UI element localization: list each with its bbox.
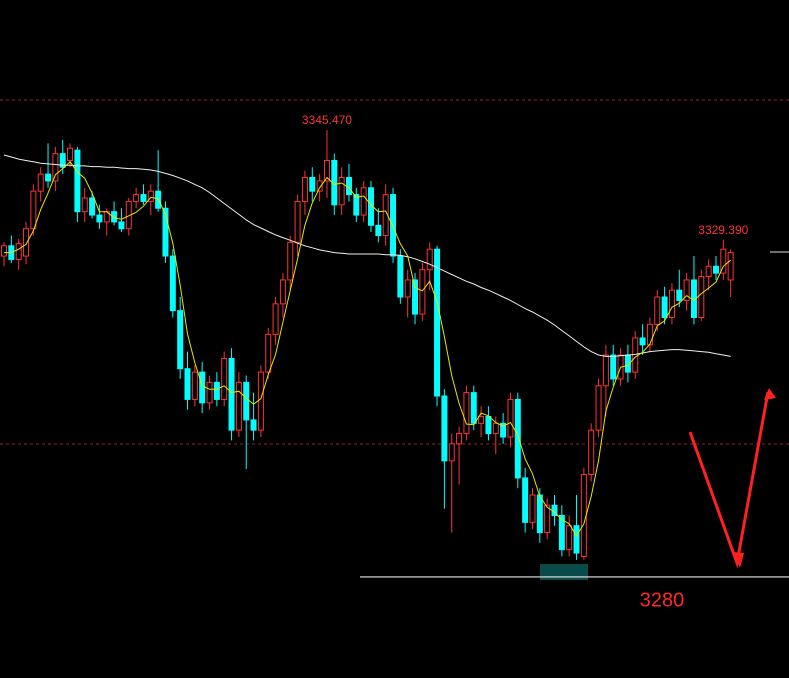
candle-body xyxy=(228,357,235,431)
price-annotation: 3329.390 xyxy=(698,223,748,237)
candle-body xyxy=(390,194,397,257)
candle-body xyxy=(301,177,308,202)
candle-body xyxy=(191,371,198,400)
candle-body xyxy=(323,159,330,182)
candle-body xyxy=(588,429,595,476)
candle-body xyxy=(177,310,184,370)
candle-body xyxy=(169,255,176,312)
candle-body xyxy=(279,279,286,305)
candle-body xyxy=(147,190,154,202)
candle-body xyxy=(507,398,514,438)
candle-body xyxy=(441,395,448,462)
candle-body xyxy=(500,422,507,438)
candle-body xyxy=(23,228,30,257)
candle-body xyxy=(632,337,639,373)
candle-body xyxy=(705,265,712,278)
candle-body xyxy=(668,289,675,318)
candle-body xyxy=(272,303,279,336)
marks: 3345.470 3329.390 xyxy=(1,113,789,578)
candle-body xyxy=(250,419,257,431)
candle-body xyxy=(426,248,433,271)
candle-body xyxy=(140,194,147,202)
candle-body xyxy=(294,200,301,243)
candle-body xyxy=(338,177,345,206)
candle-body xyxy=(661,296,668,318)
candle-body xyxy=(610,354,617,380)
candle-body xyxy=(712,265,719,274)
candle-body xyxy=(221,357,228,400)
candle-body xyxy=(287,241,294,281)
candle-body xyxy=(602,354,609,387)
candle-body xyxy=(15,243,22,260)
candle-body xyxy=(698,276,705,318)
candle-body xyxy=(316,180,323,192)
candle-body xyxy=(67,147,74,161)
candle-body xyxy=(360,187,367,216)
candle-body xyxy=(470,392,477,424)
candle-body xyxy=(463,392,470,435)
candle-body xyxy=(382,194,389,237)
candle-body xyxy=(544,504,551,534)
candle-body xyxy=(522,477,529,523)
moving-average xyxy=(3,154,731,357)
candle-body xyxy=(639,337,646,346)
candle-body xyxy=(257,371,264,431)
candle-body xyxy=(133,194,140,202)
candle-body xyxy=(683,279,690,301)
candle-body xyxy=(74,149,81,213)
candle-body xyxy=(309,177,316,192)
candle-body xyxy=(111,211,118,223)
candle-body xyxy=(412,279,419,315)
candle-body xyxy=(243,381,250,421)
price-annotation: 3345.470 xyxy=(302,113,352,127)
moving-average xyxy=(4,161,732,537)
candle-body xyxy=(96,214,103,223)
candle-body xyxy=(595,385,602,431)
candle-body xyxy=(45,173,52,182)
candle-body xyxy=(478,415,485,424)
candle-body xyxy=(375,224,382,237)
candle-body xyxy=(456,433,463,445)
candle-body xyxy=(199,371,206,404)
candle-body xyxy=(646,323,653,346)
candle-body xyxy=(206,381,213,404)
candle-body xyxy=(59,153,66,168)
candle-body xyxy=(213,381,220,400)
candle-body xyxy=(37,173,44,192)
candle-body xyxy=(162,207,169,257)
candle-body xyxy=(397,255,404,298)
candle-body xyxy=(265,334,272,373)
candle-body xyxy=(1,245,7,257)
candle-body xyxy=(118,221,125,230)
candle-body xyxy=(448,443,455,462)
candle-body xyxy=(30,190,37,230)
support-label: 3280 xyxy=(640,589,685,611)
candle-body xyxy=(720,248,727,274)
candle-body xyxy=(81,197,88,213)
candle-body xyxy=(514,398,521,479)
candle-body xyxy=(558,514,565,551)
arrow-heads xyxy=(733,388,776,568)
candle-body xyxy=(434,248,441,397)
candle-body xyxy=(536,494,543,534)
candle-body xyxy=(404,279,411,298)
candle-body xyxy=(529,494,536,523)
candle-body xyxy=(52,153,59,182)
candle-body xyxy=(492,422,499,435)
candle-body xyxy=(573,525,580,554)
blurred-label xyxy=(540,564,588,580)
arrow-path xyxy=(688,391,770,569)
candle-body xyxy=(566,525,573,551)
candle-body xyxy=(184,368,191,400)
candle-body xyxy=(654,296,661,325)
candle-body xyxy=(235,381,242,431)
candle-body xyxy=(676,289,683,301)
candle-body xyxy=(727,252,734,281)
candle-body xyxy=(353,194,360,216)
candle-body xyxy=(485,415,492,435)
candle-body xyxy=(419,269,426,315)
candle-body xyxy=(89,197,96,216)
